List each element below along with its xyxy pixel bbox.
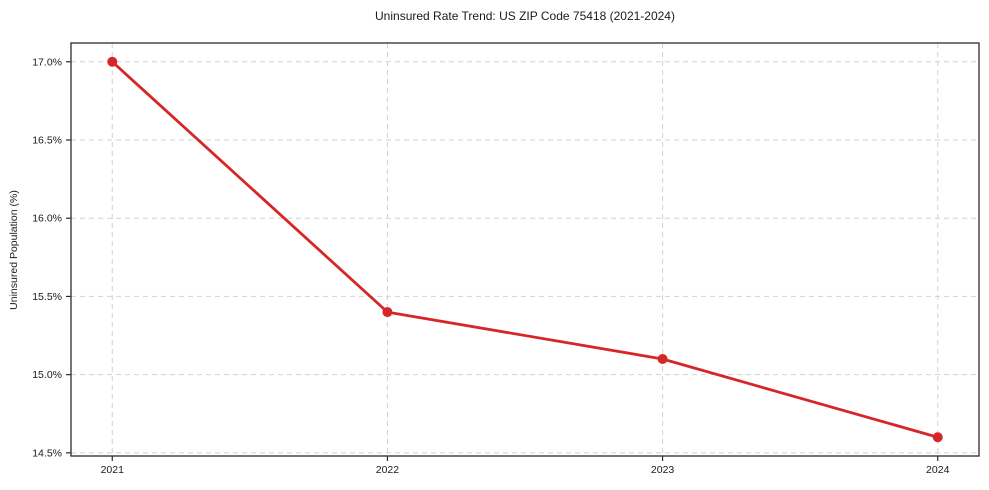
chart-title: Uninsured Rate Trend: US ZIP Code 75418 … (375, 9, 675, 23)
y-tick-label: 16.0% (32, 213, 62, 225)
y-tick-label: 16.5% (32, 134, 62, 146)
y-axis-label: Uninsured Population (%) (8, 190, 20, 310)
trend-line (110, 60, 940, 439)
y-tick-label: 15.5% (32, 291, 62, 303)
y-tick-label: 14.5% (32, 447, 62, 459)
data-point-marker (107, 56, 118, 67)
plot-border (70, 42, 980, 457)
x-tick-label: 2022 (376, 464, 400, 476)
data-point-marker (657, 354, 668, 365)
x-tick-label: 2023 (651, 464, 675, 476)
y-tick-label: 17.0% (32, 56, 62, 68)
data-point-marker (382, 307, 393, 318)
x-tick-label: 2021 (101, 464, 125, 476)
y-tick-label: 15.0% (32, 369, 62, 381)
data-point-marker (932, 432, 943, 443)
x-tick-label: 2024 (926, 464, 950, 476)
